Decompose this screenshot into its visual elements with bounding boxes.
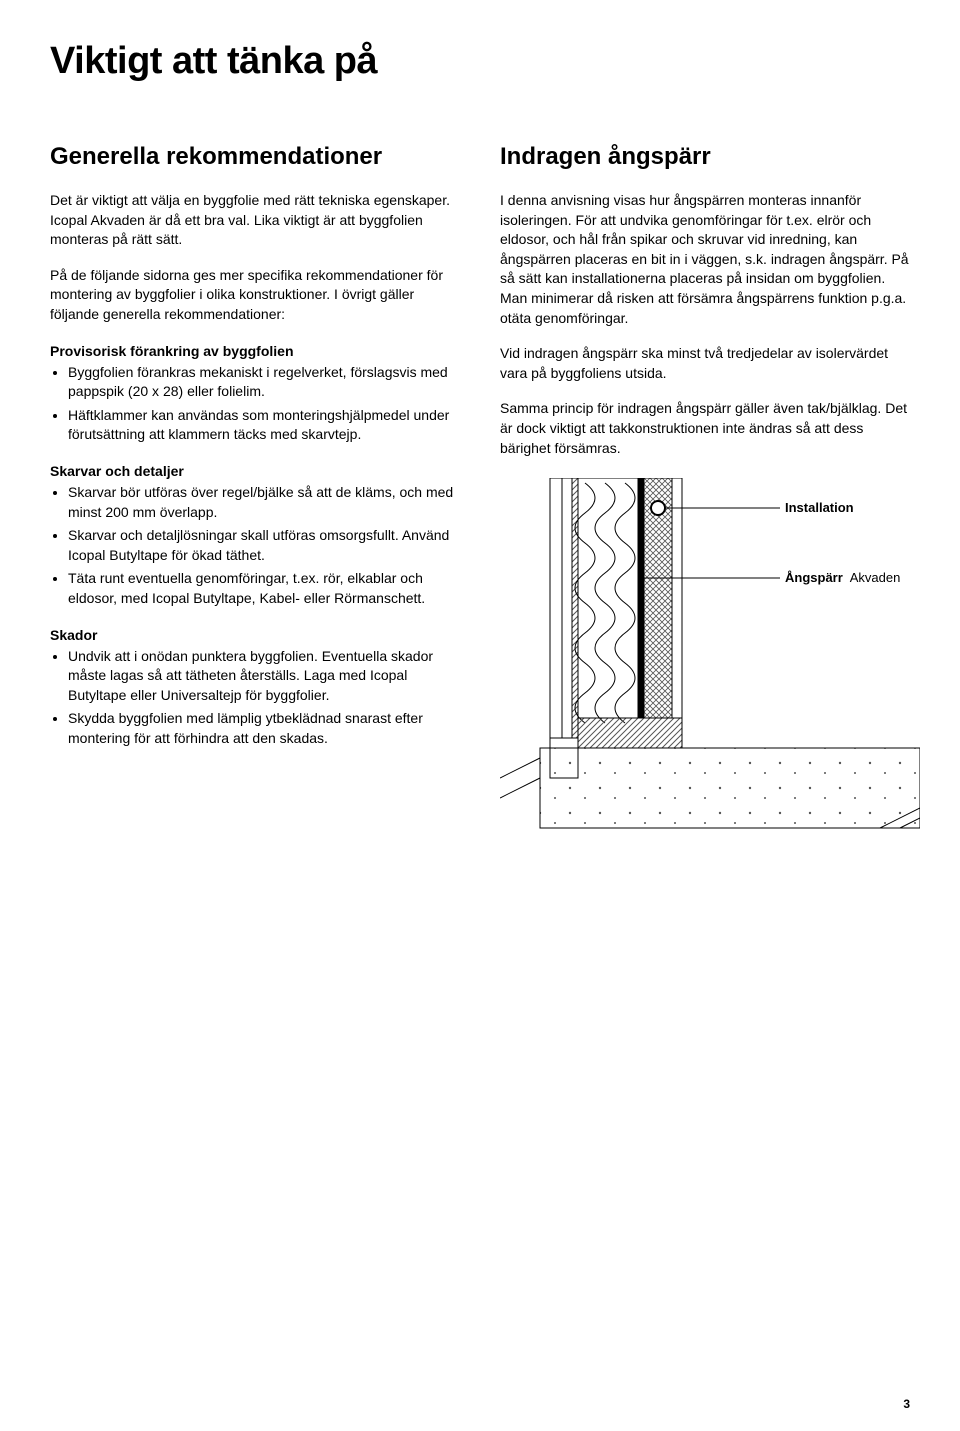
diagram-svg: Installation Ångspärr Akvaden: [500, 478, 920, 838]
list-item: Skydda byggfolien med lämplig ytbeklädna…: [68, 709, 460, 748]
list-item: Skarvar bör utföras över regel/bjälke så…: [68, 483, 460, 522]
left-sub2-heading: Skarvar och detaljer: [50, 463, 460, 479]
diagram-label-installation: Installation: [785, 500, 854, 515]
wall-section-diagram: Installation Ångspärr Akvaden: [500, 478, 910, 843]
right-heading: Indragen ångspärr: [500, 143, 910, 171]
left-intro-1: Det är viktigt att välja en byggfolie me…: [50, 191, 460, 250]
left-sub3-list: Undvik att i onödan punktera byggfolien.…: [50, 647, 460, 749]
list-item: Byggfolien förankras mekaniskt i regelve…: [68, 363, 460, 402]
list-item: Skarvar och detaljlösningar skall utföra…: [68, 526, 460, 565]
left-column: Generella rekommendationer Det är viktig…: [50, 143, 460, 843]
right-p3: Samma princip för indragen ångspärr gäll…: [500, 399, 910, 458]
left-intro-2: På de följande sidorna ges mer specifika…: [50, 266, 460, 325]
page-title: Viktigt att tänka på: [50, 40, 910, 83]
right-p2: Vid indragen ångspärr ska minst två tred…: [500, 344, 910, 383]
two-column-layout: Generella rekommendationer Det är viktig…: [50, 143, 910, 843]
left-sub2-list: Skarvar bör utföras över regel/bjälke så…: [50, 483, 460, 609]
right-p1: I denna anvisning visas hur ångspärren m…: [500, 191, 910, 328]
left-heading: Generella rekommendationer: [50, 143, 460, 171]
list-item: Täta runt eventuella genomföringar, t.ex…: [68, 569, 460, 608]
right-column: Indragen ångspärr I denna anvisning visa…: [500, 143, 910, 843]
list-item: Häftklammer kan användas som monteringsh…: [68, 406, 460, 445]
left-sub1-list: Byggfolien förankras mekaniskt i regelve…: [50, 363, 460, 445]
list-item: Undvik att i onödan punktera byggfolien.…: [68, 647, 460, 706]
diagram-label-angsparr: Ångspärr Akvaden: [785, 570, 900, 585]
document-page: Viktigt att tänka på Generella rekommend…: [0, 0, 960, 1431]
left-sub3-heading: Skador: [50, 627, 460, 643]
left-sub1-heading: Provisorisk förankring av byggfolien: [50, 343, 460, 359]
page-number: 3: [903, 1397, 910, 1411]
